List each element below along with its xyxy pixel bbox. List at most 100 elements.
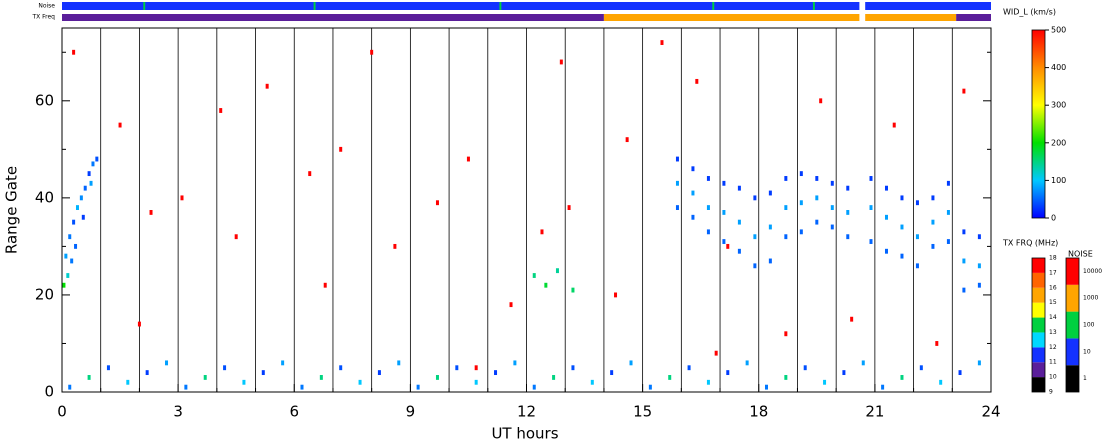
noise-tick-label: 1 xyxy=(1083,375,1087,382)
echo-cell xyxy=(799,171,803,177)
echo-cell xyxy=(397,360,401,366)
noise-color-cell xyxy=(1066,258,1079,285)
tx_freq-segment xyxy=(62,14,604,21)
tx-color-cell xyxy=(1032,272,1045,288)
echo-cell xyxy=(706,176,710,181)
echo-cell xyxy=(435,375,439,380)
tx-tick-label: 11 xyxy=(1049,359,1057,366)
echo-cell xyxy=(540,229,544,235)
x-tick-label: 0 xyxy=(57,403,67,421)
tx-tick-label: 9 xyxy=(1049,389,1053,396)
tx-tick-label: 16 xyxy=(1049,284,1057,291)
echo-cell xyxy=(675,180,679,186)
plot-frame xyxy=(61,27,992,393)
echo-cell xyxy=(66,273,70,278)
echo-cell xyxy=(474,379,478,385)
echo-cell xyxy=(219,108,223,113)
echo-cell xyxy=(939,379,943,385)
echo-cell xyxy=(722,239,726,244)
tx_freq-segment xyxy=(956,14,991,21)
echo-cell xyxy=(455,365,459,371)
echo-cell xyxy=(513,360,517,366)
x-tick-label: 21 xyxy=(865,403,884,421)
echo-cell xyxy=(300,384,304,390)
noise-tick-label: 10 xyxy=(1083,348,1091,355)
echo-cell xyxy=(726,370,730,376)
colorbar-tick-label: 100 xyxy=(1051,176,1066,185)
echo-cell xyxy=(799,200,803,206)
tx-tick-label: 17 xyxy=(1049,269,1057,276)
y-tick-label: 60 xyxy=(35,91,54,109)
echo-cell xyxy=(900,375,904,380)
echo-cell xyxy=(74,243,78,249)
tx-color-cell xyxy=(1032,362,1045,378)
echo-cell xyxy=(416,384,420,390)
echo-cell xyxy=(532,384,536,390)
echo-cell xyxy=(846,185,850,191)
echo-cell xyxy=(106,365,110,371)
colorbar-tick-label: 400 xyxy=(1051,63,1066,72)
tx-color-cell xyxy=(1032,332,1045,348)
echo-cell xyxy=(75,205,79,210)
echo-cell xyxy=(842,370,846,376)
colorbar-title: WID_L (km/s) xyxy=(1003,8,1056,17)
tx_freq-segment xyxy=(865,14,957,21)
echo-cell xyxy=(977,282,981,288)
noise-colorbar-frame xyxy=(1065,257,1080,393)
echo-cell xyxy=(691,166,695,172)
echo-cell xyxy=(629,360,633,366)
echo-cell xyxy=(87,171,91,177)
echo-cell xyxy=(68,234,72,240)
echo-cell xyxy=(165,360,169,366)
echo-cell xyxy=(737,219,741,225)
echo-cell xyxy=(552,375,556,380)
echo-cell xyxy=(571,365,575,371)
echo-cell xyxy=(815,219,819,225)
noise-segment xyxy=(62,2,860,10)
echo-cell xyxy=(126,379,130,385)
echo-cell xyxy=(815,176,819,181)
echo-cell xyxy=(745,360,749,366)
echo-cell xyxy=(695,78,699,84)
echo-cell xyxy=(753,195,757,201)
noise-segment xyxy=(865,2,991,10)
echo-cell xyxy=(567,205,571,210)
echo-cell xyxy=(234,234,238,240)
echo-cell xyxy=(784,205,788,210)
echo-cell xyxy=(261,370,265,376)
echo-cell xyxy=(81,214,85,220)
echo-cell xyxy=(915,200,919,206)
noise-segment xyxy=(143,2,146,10)
colorbar-tick-label: 200 xyxy=(1051,138,1066,147)
echo-cell xyxy=(768,190,772,196)
echo-cell xyxy=(62,282,66,288)
echo-cell xyxy=(494,370,498,376)
echo-cell xyxy=(118,122,122,128)
echo-cell xyxy=(846,210,850,215)
noise-colorbar-title: NOISE xyxy=(1068,250,1093,259)
tx-tick-label: 12 xyxy=(1049,344,1057,351)
x-axis-label: UT hours xyxy=(491,425,558,441)
tx-colorbar-title: TX FRQ (MHz) xyxy=(1002,239,1058,248)
echo-cell xyxy=(242,379,246,385)
x-tick-label: 24 xyxy=(981,403,1000,421)
echo-cell xyxy=(977,360,981,366)
echo-cell xyxy=(466,156,470,162)
echo-cell xyxy=(377,370,381,376)
echo-cell xyxy=(722,180,726,186)
echo-cell xyxy=(946,180,950,186)
noise-segment xyxy=(313,2,316,10)
echo-cell xyxy=(180,195,184,201)
echo-cell xyxy=(706,205,710,210)
echo-cell xyxy=(946,239,950,244)
noise-color-cell xyxy=(1066,365,1079,392)
echo-cell xyxy=(544,282,548,288)
echo-cell xyxy=(87,375,91,380)
echo-cell xyxy=(784,375,788,380)
echo-cell xyxy=(819,98,823,104)
echo-cell xyxy=(869,239,873,244)
echo-cell xyxy=(265,83,269,89)
echo-cell xyxy=(281,360,285,366)
echo-cell xyxy=(900,224,904,230)
